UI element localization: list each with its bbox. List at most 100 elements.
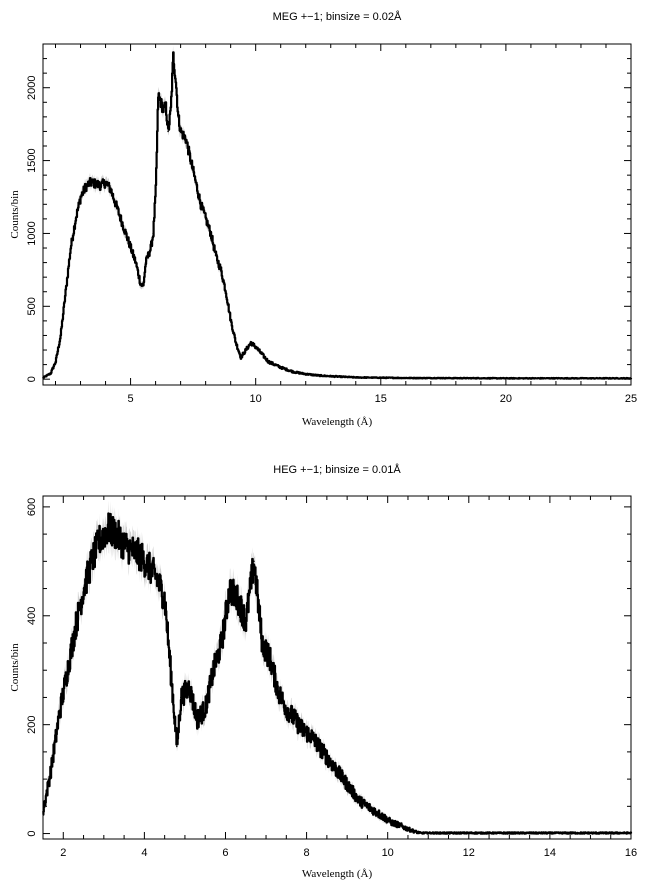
data-point [109,188,112,191]
y-tick-label: 400 [26,607,38,625]
data-point [269,658,271,661]
data-point [194,181,197,184]
data-point [177,116,179,118]
data-point [249,341,252,344]
data-point [342,778,344,780]
plot-frame [42,495,632,840]
data-point [99,184,102,187]
data-point [99,538,101,541]
x-axis-label: Wavelength (Å) [302,416,373,428]
x-tick-label: 14 [544,847,556,859]
x-tick-label: 10 [250,393,262,405]
data-point [74,218,77,220]
y-tick-label: 500 [26,297,38,315]
data-point [234,341,237,344]
data-point [89,181,92,184]
data-point [196,718,198,720]
data-point [129,247,132,249]
data-point [407,828,409,830]
data-point [329,375,332,378]
data-point [114,203,117,206]
data-point [382,816,385,818]
data-point [350,789,353,791]
data-point [236,598,239,601]
data-point [415,831,417,833]
y-axis-label: Counts/bin [9,643,21,692]
data-point [131,549,133,552]
data-point [139,283,142,286]
data-point [184,137,187,140]
y-tick-label: 0 [26,830,38,836]
data-point [64,290,67,293]
data-point [326,756,328,759]
data-point [245,620,247,622]
data-point [292,371,295,373]
data-point [155,576,158,579]
y-tick-label: 600 [26,498,38,516]
x-tick-label: 10 [382,847,394,859]
meg-panel: MEG +−1; binsize = 0.02Å 5 10 15 20 25 0 500 100… [9,10,637,428]
data-point [355,376,357,379]
data-point [301,729,304,731]
data-point [84,186,87,188]
x-tick-label: 20 [500,393,512,405]
data-point [589,832,592,834]
x-tick-label: 5 [128,393,134,405]
data-point [162,108,164,111]
data-point [154,188,157,191]
data-point [66,669,69,671]
data-point [123,544,125,546]
data-point [157,94,159,96]
data-point [214,254,217,257]
data-point [277,691,280,693]
data-point [374,811,377,813]
data-point [318,745,320,748]
data-point [244,349,247,351]
data-point [254,346,257,348]
data-point [176,745,178,748]
data-point [219,269,222,271]
spectrum-line [42,512,633,835]
data-point [358,800,361,802]
data-point [204,218,207,220]
data-point [159,101,162,104]
data-point [209,232,212,235]
data-point [261,642,263,644]
data-point [115,533,117,535]
data-point [304,373,307,375]
plot-frame [42,43,632,386]
y-tick-label: 1500 [26,148,38,172]
data-point [90,560,93,563]
data-point [107,527,109,530]
data-point [139,555,142,557]
data-point [279,366,282,369]
y-tick-label: 1000 [26,221,38,245]
data-point [69,247,72,249]
data-point [427,832,430,834]
data-point [239,356,242,359]
data-point [169,108,172,111]
x-tick-label: 25 [625,393,637,405]
x-tick-label: 2 [60,847,66,859]
data-point [508,832,511,834]
data-point [74,625,77,628]
data-point [390,821,393,824]
x-tick-label: 15 [375,393,387,405]
data-point [267,360,270,363]
data-point [334,767,336,769]
x-tick-label: 8 [304,847,310,859]
y-tick-label: 200 [26,715,38,733]
data-point [224,290,227,293]
data-point [58,713,60,715]
data-point [455,377,457,380]
x-tick-label: 6 [222,847,228,859]
data-point [167,130,169,133]
data-point [144,261,147,264]
data-point [119,218,122,220]
data-point [188,685,190,688]
data-point [149,247,152,249]
data-point [293,718,296,720]
y-tick-label: 2000 [26,75,38,99]
data-point [229,320,232,322]
